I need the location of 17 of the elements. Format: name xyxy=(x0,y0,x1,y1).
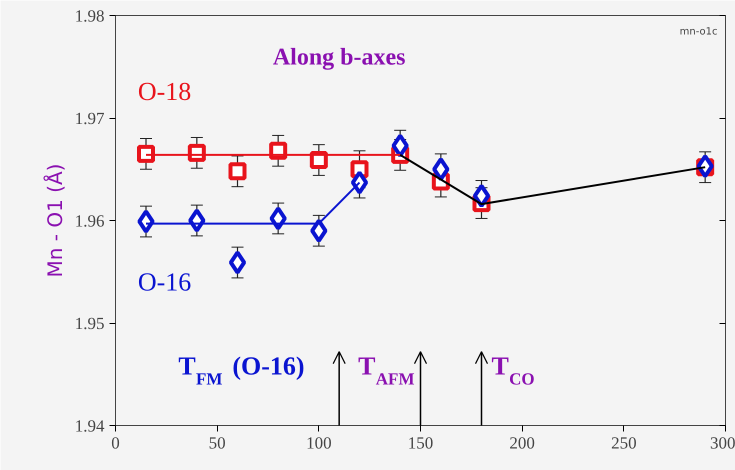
x-tick-label: 100 xyxy=(306,434,332,452)
x-tick-label: 50 xyxy=(208,434,226,452)
x-tick-label: 0 xyxy=(111,434,120,452)
series-label: O-18 xyxy=(138,76,192,106)
x-tick-label: 200 xyxy=(509,434,535,452)
y-axis-title: Mn - O1 (Å) xyxy=(42,164,67,278)
series-label: O-16 xyxy=(138,268,192,297)
y-tick-label: 1.97 xyxy=(74,109,105,128)
text: Along b-axes xyxy=(272,44,406,70)
x-tick-label: 250 xyxy=(611,434,637,452)
annotation: mn-o1c xyxy=(680,26,718,38)
y-tick-label: 1.98 xyxy=(74,6,104,26)
x-tick-label: 150 xyxy=(408,434,434,452)
x-tick-label: 300 xyxy=(710,434,735,452)
y-tick-label: 1.96 xyxy=(74,212,104,230)
y-tick-label: 1.94 xyxy=(74,416,105,436)
y-tick-label: 1.95 xyxy=(74,314,104,333)
